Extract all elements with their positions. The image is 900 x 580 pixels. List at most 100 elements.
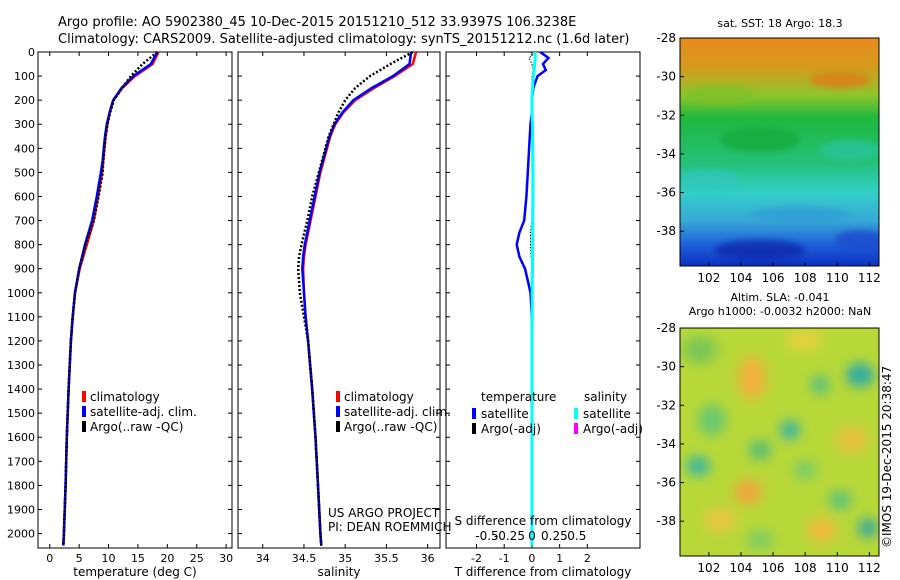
y-tick-label: 1600 xyxy=(7,431,35,444)
sla-map: Altim. SLA: -0.041 Argo h1000: -0.0032 h… xyxy=(656,291,880,575)
legend-label: climatology xyxy=(90,390,160,404)
y-tick-label: -34 xyxy=(656,147,676,161)
y-tick-label: 1800 xyxy=(7,479,35,492)
y-tick-label: 1500 xyxy=(7,407,35,420)
series-satellite-adj xyxy=(62,51,159,546)
legend-title: salinity xyxy=(584,390,627,404)
project-credit: US ARGO PROJECT xyxy=(328,506,440,520)
series-climatology xyxy=(301,51,418,546)
sla-map-title: Altim. SLA: -0.041 xyxy=(730,291,829,304)
legend-swatch xyxy=(574,408,578,419)
secondary-tick-label: -0.5 xyxy=(475,529,498,543)
legend-swatch xyxy=(472,423,476,434)
y-tick-label: 500 xyxy=(14,166,35,179)
header-line-2: Climatology: CARS2009. Satellite-adjuste… xyxy=(58,32,630,47)
y-tick-label: 100 xyxy=(14,70,35,83)
legend-swatch xyxy=(472,408,476,419)
series-satellite-salinity xyxy=(530,51,537,546)
legend-label: climatology xyxy=(344,390,414,404)
sst-map: sat. SST: 18 Argo: 18.3 102 104 106 108 110 1… xyxy=(656,17,880,285)
x-tick-label: 15 xyxy=(131,552,145,565)
x-tick-label: 0 xyxy=(46,552,53,565)
y-tick-label: -34 xyxy=(656,437,676,451)
sla-map-subtitle: Argo h1000: -0.0032 h2000: NaN xyxy=(689,305,872,318)
legend-title: temperature xyxy=(481,390,556,404)
legend-label: Argo(-adj) xyxy=(481,422,541,436)
y-tick-label: -30 xyxy=(656,360,676,374)
secondary-tick-label: 0 xyxy=(528,529,536,543)
temperature-panel: 0100200300400500600700800900100011001200… xyxy=(7,46,233,579)
legend-label: satellite xyxy=(583,407,631,421)
x-tick-label: 35 xyxy=(338,552,352,565)
y-tick-label: 600 xyxy=(14,190,35,203)
x-tick-label: 10 xyxy=(102,552,116,565)
y-tick-label: 1900 xyxy=(7,503,35,516)
imos-credit: ©IMOS 19-Dec-2015 20:38:47 xyxy=(880,366,894,548)
legend-swatch xyxy=(336,391,340,402)
x-tick-label: 102 xyxy=(697,271,720,285)
y-tick-label: 400 xyxy=(14,142,35,155)
y-tick-label: 800 xyxy=(14,239,35,252)
y-tick-label: -28 xyxy=(656,321,676,335)
y-tick-label: 1200 xyxy=(7,335,35,348)
x-tick-label: 34.5 xyxy=(292,552,317,565)
series-argo xyxy=(62,51,159,546)
x-tick-label: 36 xyxy=(421,552,435,565)
y-tick-label: 300 xyxy=(14,118,35,131)
y-tick-label: 700 xyxy=(14,215,35,228)
x-tick-label: 110 xyxy=(826,561,849,575)
salinity-panel: 34 34.5 35 35.5 36 salinity climatologysatelli… xyxy=(237,50,451,579)
y-tick-label: 1400 xyxy=(7,383,35,396)
x-tick-label: 30 xyxy=(219,552,233,565)
x-tick-label: 0 xyxy=(528,552,535,565)
x-tick-label: 108 xyxy=(794,561,817,575)
legend-label: satellite-adj. clim. xyxy=(344,405,451,419)
plot-frame xyxy=(237,51,441,549)
x-tick-label: 1 xyxy=(556,552,563,565)
x-axis-label: temperature (deg C) xyxy=(73,565,196,579)
legend-swatch xyxy=(82,391,86,402)
difference-panel: -2 -1 0 1 2T difference from climatology -0.5… xyxy=(445,50,643,579)
plot-frame xyxy=(445,51,641,549)
secondary-axis-label: S difference from climatology xyxy=(455,514,632,528)
y-tick-label: -36 xyxy=(656,186,676,200)
legend-label: Argo(..raw -QC) xyxy=(344,420,437,434)
legend-swatch xyxy=(336,406,340,417)
x-tick-label: 104 xyxy=(730,271,753,285)
secondary-tick-label: 0.5 xyxy=(567,529,586,543)
y-tick-label: 200 xyxy=(14,94,35,107)
x-tick-label: 104 xyxy=(730,561,753,575)
y-tick-label: -38 xyxy=(656,514,676,528)
legend-swatch xyxy=(336,421,340,432)
y-tick-label: -36 xyxy=(656,476,676,490)
x-tick-label: 106 xyxy=(762,271,785,285)
y-tick-label: 2000 xyxy=(7,528,35,541)
plot-frame xyxy=(37,51,233,549)
y-tick-label: -32 xyxy=(656,108,676,122)
y-tick-label: 1300 xyxy=(7,359,35,372)
legend-label: satellite xyxy=(481,407,529,421)
y-tick-label: 1700 xyxy=(7,455,35,468)
series-argo xyxy=(296,50,414,546)
x-tick-label: 20 xyxy=(160,552,174,565)
series-argo-temperature xyxy=(528,51,536,546)
y-tick-label: 0 xyxy=(28,46,35,59)
x-tick-label: -1 xyxy=(499,552,510,565)
sst-map-title: sat. SST: 18 Argo: 18.3 xyxy=(717,17,842,30)
secondary-tick-label: 0.25 xyxy=(541,529,568,543)
y-tick-label: -38 xyxy=(656,224,676,238)
legend-swatch xyxy=(82,421,86,432)
series-climatology xyxy=(62,51,160,546)
x-tick-label: 102 xyxy=(697,561,720,575)
x-tick-label: 108 xyxy=(794,271,817,285)
x-tick-label: -2 xyxy=(471,552,482,565)
y-tick-label: -30 xyxy=(656,70,676,84)
header-line-1: Argo profile: AO 5902380_45 10-Dec-2015 … xyxy=(58,15,576,30)
x-tick-label: 106 xyxy=(762,561,785,575)
y-tick-label: 900 xyxy=(14,263,35,276)
x-tick-label: 34 xyxy=(256,552,270,565)
series-satellite-adj xyxy=(301,51,413,546)
y-tick-label: -32 xyxy=(656,398,676,412)
x-tick-label: 112 xyxy=(858,561,881,575)
